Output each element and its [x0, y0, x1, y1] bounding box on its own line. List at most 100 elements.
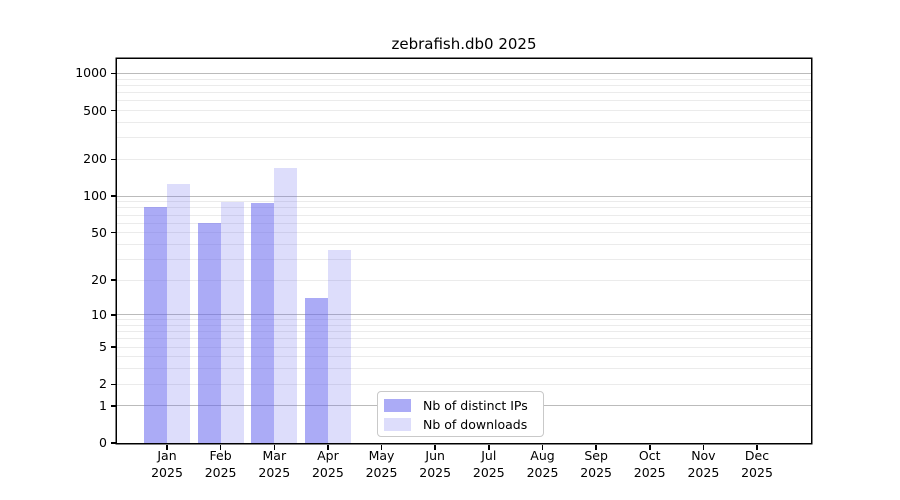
- x-tick-label-feb: Feb 2025: [189, 447, 253, 481]
- legend-label-downloads: Nb of downloads: [423, 417, 528, 432]
- x-tick-label-dec: Dec 2025: [725, 447, 789, 481]
- y-tick-label-1: 1: [99, 397, 107, 413]
- gridline-minor-y-700: [117, 92, 811, 93]
- bar-mar-downloads: [274, 168, 298, 443]
- legend-swatch-downloads: [384, 418, 411, 431]
- x-tick-mark-aug: [541, 444, 544, 450]
- x-tick-year-jul: 2025: [472, 465, 505, 480]
- bar-apr-distinct-ips: [304, 298, 328, 443]
- x-tick-month-may: May: [368, 448, 395, 463]
- legend-entry-distinct-ips: Nb of distinct IPs: [384, 397, 543, 414]
- legend-swatch-distinct-ips: [384, 399, 411, 412]
- x-tick-year-mar: 2025: [258, 465, 291, 480]
- x-tick-label-aug: Aug 2025: [511, 447, 575, 481]
- gridline-minor-y-50: [117, 232, 811, 234]
- gridline-minor-y-400: [117, 121, 811, 123]
- gridline-minor-y-7: [117, 331, 811, 333]
- x-tick-year-jan: 2025: [151, 465, 183, 480]
- x-tick-year-may: 2025: [365, 465, 398, 480]
- x-tick-label-jan: Jan 2025: [135, 447, 199, 481]
- gridline-minor-y-60: [117, 222, 811, 224]
- bar-mar-distinct-ips: [251, 202, 275, 443]
- gridline-minor-y-90: [117, 201, 811, 203]
- y-tick-label-200: 200: [83, 151, 107, 167]
- legend: Nb of distinct IPs Nb of downloads: [377, 391, 544, 437]
- x-tick-month-oct: Oct: [638, 448, 661, 463]
- x-tick-mark-feb: [219, 444, 222, 450]
- y-tick-label-2: 2: [99, 376, 107, 392]
- gridline-minor-y-900: [117, 78, 811, 80]
- y-tick-mark-1000: [110, 72, 116, 75]
- y-tick-label-5: 5: [99, 339, 107, 355]
- x-tick-label-apr: Apr 2025: [296, 447, 360, 481]
- x-tick-label-mar: Mar 2025: [242, 447, 306, 481]
- y-tick-mark-10: [110, 314, 116, 316]
- x-tick-label-jul: Jul 2025: [457, 447, 521, 481]
- gridline-minor-y-9: [117, 319, 811, 321]
- gridline-minor-y-600: [117, 100, 811, 102]
- gridline-minor-y-800: [117, 84, 811, 86]
- x-tick-month-nov: Nov: [691, 448, 716, 463]
- x-tick-month-jul: Jul: [481, 448, 497, 463]
- x-tick-month-apr: Apr: [317, 448, 339, 463]
- x-tick-year-apr: 2025: [311, 465, 344, 480]
- y-tick-mark-500: [110, 109, 116, 112]
- x-tick-mark-mar: [273, 444, 275, 450]
- gridline-minor-y-3: [117, 368, 811, 370]
- chart-title: zebrafish.db0 2025: [391, 35, 537, 53]
- x-tick-year-oct: 2025: [633, 465, 666, 480]
- y-tick-mark-5: [110, 346, 116, 348]
- gridline-minor-y-80: [117, 207, 811, 209]
- y-tick-label-10: 10: [91, 306, 107, 322]
- x-tick-month-dec: Dec: [744, 448, 770, 463]
- y-tick-mark-0: [110, 442, 116, 444]
- y-tick-label-100: 100: [83, 188, 107, 204]
- bar-jan-distinct-ips: [144, 206, 167, 443]
- y-tick-mark-50: [110, 231, 116, 234]
- bar-apr-downloads: [327, 249, 351, 443]
- x-tick-label-sep: Sep 2025: [564, 447, 628, 481]
- gridline-minor-y-6: [117, 338, 811, 340]
- x-tick-month-jan: Jan: [157, 448, 177, 463]
- x-tick-month-mar: Mar: [262, 448, 287, 463]
- x-tick-mark-apr: [327, 444, 329, 450]
- x-tick-label-oct: Oct 2025: [618, 447, 682, 481]
- y-tick-mark-20: [110, 279, 116, 281]
- gridline-minor-y-30: [117, 258, 811, 260]
- gridline-minor-y-8: [117, 325, 811, 326]
- y-tick-label-50: 50: [91, 224, 107, 240]
- x-tick-year-jun: 2025: [419, 465, 452, 480]
- x-tick-label-jun: Jun 2025: [403, 447, 467, 481]
- y-tick-label-0: 0: [99, 435, 107, 450]
- plot-area: [117, 59, 811, 443]
- y-tick-label-500: 500: [83, 102, 107, 118]
- bar-feb-distinct-ips: [197, 223, 221, 443]
- gridline-minor-y-40: [117, 243, 811, 245]
- gridline-minor-y-200: [117, 158, 811, 160]
- x-tick-year-nov: 2025: [687, 465, 720, 480]
- x-tick-mark-jul: [488, 444, 490, 450]
- gridline-major-y-10: [117, 314, 811, 316]
- x-tick-mark-jan: [166, 444, 168, 450]
- y-tick-label-20: 20: [91, 272, 107, 288]
- x-tick-month-jun: Jun: [425, 448, 445, 463]
- x-tick-year-aug: 2025: [526, 465, 559, 480]
- gridline-minor-y-2: [117, 383, 811, 385]
- legend-label-distinct-ips: Nb of distinct IPs: [423, 398, 528, 413]
- gridline-major-y-1000: [117, 72, 811, 74]
- gridline-minor-y-500: [117, 110, 811, 111]
- x-tick-mark-dec: [756, 444, 758, 450]
- x-tick-month-aug: Aug: [530, 448, 555, 463]
- y-tick-mark-2: [110, 383, 116, 385]
- gridline-minor-y-4: [117, 356, 811, 358]
- x-tick-year-feb: 2025: [204, 465, 237, 480]
- x-tick-year-dec: 2025: [741, 465, 773, 480]
- x-tick-label-nov: Nov 2025: [671, 447, 735, 481]
- x-tick-label-may: May 2025: [350, 447, 414, 481]
- x-tick-mark-oct: [649, 444, 651, 450]
- gridline-minor-y-5: [117, 346, 811, 348]
- y-tick-label-1000: 1000: [75, 65, 107, 81]
- bar-feb-downloads: [220, 201, 244, 443]
- x-tick-mark-nov: [702, 444, 705, 450]
